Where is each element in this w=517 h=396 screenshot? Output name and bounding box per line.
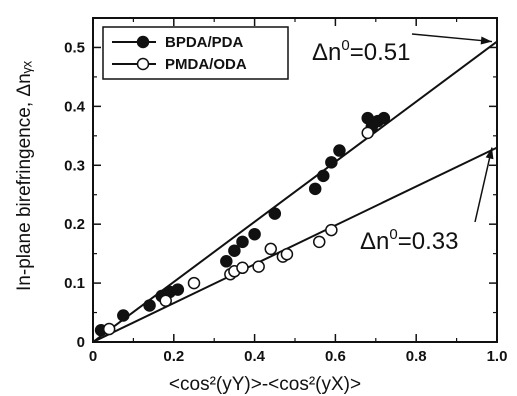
data-point-bpda-pda — [236, 235, 249, 249]
annotation-value: =0.51 — [350, 39, 411, 66]
y-tick-label: 0.2 — [64, 216, 85, 233]
data-point-pmda-oda — [312, 235, 326, 249]
data-point-pmda-oda — [361, 126, 374, 140]
data-point-bpda-pda — [325, 156, 338, 169]
annotation-delta-n-symbol: Δn — [360, 228, 389, 255]
annotation-arrowhead-033 — [485, 147, 494, 160]
x-axis-label: <cos²(yY)>-<cos²(yX)> — [169, 374, 361, 395]
data-point-pmda-oda — [187, 276, 201, 290]
x-tick-label: 0 — [89, 348, 97, 365]
data-point-bpda-pda — [317, 169, 330, 183]
data-point-pmda-oda — [252, 260, 265, 273]
annotation-arrowhead-051 — [480, 36, 492, 45]
fit-line-pmda-oda — [92, 146, 498, 343]
data-point-pmda-oda — [280, 247, 294, 261]
x-tick-label: 0.6 — [325, 348, 346, 365]
data-point-bpda-pda — [143, 299, 156, 312]
data-point-bpda-pda — [248, 227, 261, 241]
y-axis-label: In-plane birefringence, Δnᵧₓ — [14, 60, 35, 291]
data-point-pmda-oda — [236, 261, 249, 275]
annotation-value: =0.33 — [398, 228, 459, 255]
legend-label-bpda-pda: BPDA/PDA — [165, 34, 244, 51]
legend-marker-pmda-oda — [136, 57, 150, 71]
data-point-bpda-pda — [333, 144, 346, 157]
annotation-superscript: 0 — [341, 37, 349, 54]
legend-box — [102, 26, 289, 80]
annotation-arrow-033 — [474, 147, 493, 223]
data-point-pmda-oda — [102, 322, 116, 336]
data-point-bpda-pda — [228, 244, 241, 257]
annotation-delta-n-033: Δn0=0.33 — [360, 226, 458, 255]
x-tick-label: 0.2 — [163, 348, 184, 365]
data-point-bpda-pda — [171, 283, 185, 296]
legend-marker-bpda-pda — [136, 35, 150, 49]
y-tick-label: 0 — [77, 334, 85, 351]
fit-line-bpda-pda — [92, 40, 498, 343]
x-tick-label: 0.8 — [406, 348, 427, 365]
data-point-bpda-pda — [117, 309, 130, 322]
annotation-superscript: 0 — [389, 226, 397, 243]
annotation-arrow-051 — [411, 33, 493, 43]
y-tick-label: 0.4 — [64, 98, 86, 115]
data-point-pmda-oda — [264, 242, 278, 256]
y-tick-label: 0.1 — [64, 275, 85, 292]
annotations: Δn0=0.51 Δn0=0.33 — [312, 33, 494, 255]
y-tick-label: 0.5 — [64, 39, 85, 56]
data-point-bpda-pda — [220, 255, 233, 268]
y-tick-label: 0.3 — [64, 157, 85, 174]
data-point-bpda-pda — [268, 207, 282, 220]
annotation-delta-n-051: Δn0=0.51 — [312, 37, 410, 66]
data-point-bpda-pda — [308, 182, 322, 196]
plot-layer — [92, 40, 498, 343]
legend-label-pmda-oda: PMDA/ODA — [165, 56, 247, 73]
x-tick-label: 1.0 — [487, 348, 508, 365]
data-point-bpda-pda — [377, 111, 391, 125]
annotation-delta-n-symbol: Δn — [312, 39, 341, 66]
data-point-pmda-oda — [159, 294, 172, 308]
data-point-pmda-oda — [325, 223, 338, 237]
x-tick-label: 0.4 — [244, 348, 266, 365]
axes-layer: 0 0.2 0.4 0.6 0.8 1.0 0 0.1 0.2 0.3 0.4 0.5 — [64, 17, 508, 365]
legend: BPDA/PDA PMDA/ODA — [102, 26, 289, 80]
